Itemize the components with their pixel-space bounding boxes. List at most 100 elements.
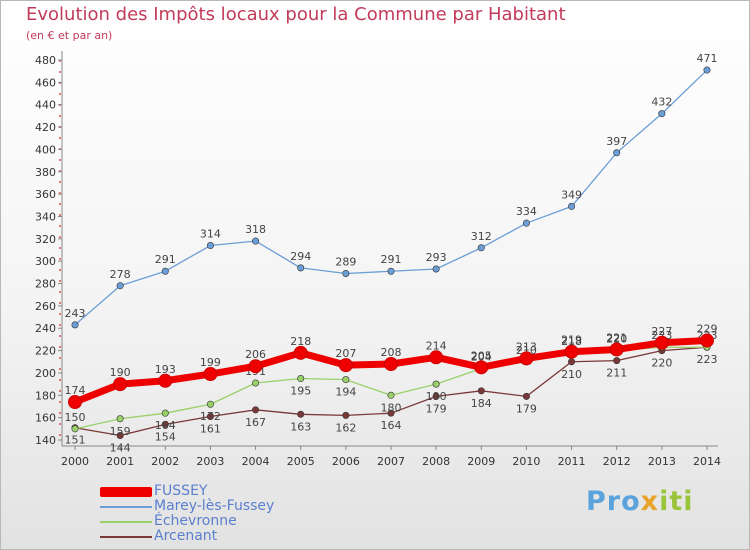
data-point-fussey — [429, 350, 444, 365]
data-point-arcenant — [522, 392, 530, 400]
x-tick-label: 2012 — [603, 455, 631, 468]
y-tick-label: 280 — [35, 278, 56, 291]
y-tick-label: 200 — [35, 367, 56, 380]
data-label-arcenant: 210 — [561, 368, 582, 381]
y-tick-label: 340 — [35, 210, 56, 223]
data-label-echevronne: 210 — [516, 344, 537, 357]
data-label-arcenant: 163 — [290, 420, 311, 433]
y-tick-label: 240 — [35, 322, 56, 335]
series-line-marey-les-fussey — [74, 69, 708, 326]
data-label-arcenant: 179 — [516, 402, 537, 415]
data-label-marey-les-fussey: 318 — [245, 223, 266, 236]
legend-label-echevronne: Échevronne — [154, 513, 237, 529]
legend-item-echevronne: Échevronne — [100, 513, 360, 529]
data-label-echevronne: 195 — [290, 385, 311, 398]
data-label-fussey: 208 — [381, 346, 402, 359]
data-label-marey-les-fussey: 291 — [155, 253, 176, 266]
x-tick-label: 2000 — [61, 455, 89, 468]
data-point-marey-les-fussey — [613, 149, 621, 157]
data-point-arcenant — [161, 420, 169, 428]
data-point-echevronne — [71, 425, 79, 433]
x-tick-label: 2003 — [196, 455, 224, 468]
data-point-arcenant — [477, 387, 485, 395]
data-point-marey-les-fussey — [432, 265, 440, 273]
data-label-fussey: 193 — [155, 363, 176, 376]
data-label-arcenant: 161 — [200, 423, 221, 436]
data-point-fussey — [564, 344, 579, 359]
data-point-marey-les-fussey — [342, 269, 350, 277]
data-point-marey-les-fussey — [477, 244, 485, 252]
data-point-fussey — [654, 335, 669, 350]
data-label-fussey: 214 — [426, 339, 447, 352]
data-label-fussey: 221 — [606, 331, 627, 344]
data-point-arcenant — [342, 411, 350, 419]
legend-swatch-echevronne — [100, 521, 152, 523]
x-tick-label: 2005 — [287, 455, 315, 468]
y-tick-label: 320 — [35, 233, 56, 246]
y-tick-label: 380 — [35, 166, 56, 179]
y-tick-label: 220 — [35, 345, 56, 358]
data-point-arcenant — [387, 409, 395, 417]
data-label-arcenant: 164 — [381, 419, 402, 432]
data-point-marey-les-fussey — [252, 237, 260, 245]
data-label-echevronne: 172 — [200, 410, 221, 423]
legend-label-fussey: FUSSEY — [154, 483, 208, 499]
y-tick-label: 360 — [35, 188, 56, 201]
data-point-echevronne — [252, 379, 260, 387]
data-label-echevronne: 194 — [335, 386, 356, 399]
data-point-fussey — [113, 377, 128, 392]
data-label-marey-les-fussey: 349 — [561, 188, 582, 201]
legend-label-arcenant: Arcenant — [154, 528, 218, 544]
data-label-marey-les-fussey: 432 — [651, 96, 672, 109]
proxiti-logo: Proxiti — [586, 486, 694, 517]
chart-subtitle: (en € et par an) — [26, 29, 113, 42]
y-tick-label: 300 — [35, 255, 56, 268]
data-label-marey-les-fussey: 334 — [516, 205, 537, 218]
x-tick-label: 2013 — [648, 455, 676, 468]
data-label-fussey: 205 — [471, 349, 492, 362]
data-label-fussey: 229 — [697, 323, 718, 336]
y-tick-label: 480 — [35, 54, 56, 67]
data-point-echevronne — [342, 376, 350, 384]
data-point-fussey — [248, 359, 263, 374]
data-point-marey-les-fussey — [568, 202, 576, 210]
y-tick-label: 160 — [35, 412, 56, 425]
data-point-echevronne — [116, 415, 124, 423]
data-label-marey-les-fussey: 291 — [381, 253, 402, 266]
data-label-echevronne: 159 — [110, 425, 131, 438]
data-label-echevronne: 204 — [471, 350, 492, 363]
y-tick-label: 440 — [35, 99, 56, 112]
data-point-marey-les-fussey — [522, 219, 530, 227]
data-label-echevronne: 190 — [426, 390, 447, 403]
data-label-fussey: 190 — [110, 366, 131, 379]
data-label-marey-les-fussey: 278 — [110, 268, 131, 281]
data-point-arcenant — [432, 392, 440, 400]
legend-swatch-marey-les-fussey — [100, 506, 152, 508]
x-tick-label: 2004 — [242, 455, 270, 468]
data-point-arcenant — [116, 432, 124, 440]
legend: FUSSEY Marey-lès-Fussey Échevronne Arcen… — [100, 483, 360, 544]
data-point-fussey — [519, 351, 534, 366]
data-point-marey-les-fussey — [297, 264, 305, 272]
data-label-fussey: 218 — [290, 335, 311, 348]
data-point-arcenant — [613, 357, 621, 365]
x-tick-label: 2001 — [106, 455, 134, 468]
data-label-marey-les-fussey: 294 — [290, 250, 311, 263]
data-label-fussey: 227 — [651, 325, 672, 338]
x-tick-label: 2006 — [332, 455, 360, 468]
chart-title: Evolution des Impôts locaux pour la Comm… — [26, 4, 566, 25]
data-label-arcenant: 162 — [335, 421, 356, 434]
data-label-marey-les-fussey: 314 — [200, 228, 221, 241]
data-label-echevronne: 220 — [606, 333, 627, 346]
y-tick-label: 140 — [35, 434, 56, 447]
data-point-marey-les-fussey — [161, 267, 169, 275]
data-label-marey-les-fussey: 243 — [65, 307, 86, 320]
legend-swatch-arcenant — [100, 536, 152, 538]
data-label-fussey: 199 — [200, 356, 221, 369]
y-tick-label: 460 — [35, 76, 56, 89]
data-label-arcenant: 151 — [65, 434, 86, 447]
data-point-fussey — [609, 342, 624, 357]
data-label-arcenant: 184 — [471, 397, 492, 410]
